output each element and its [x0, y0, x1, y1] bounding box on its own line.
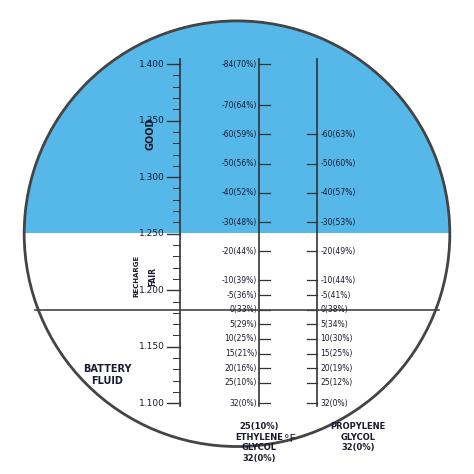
Text: -30(53%): -30(53%) — [320, 218, 356, 227]
Text: GOOD: GOOD — [145, 118, 155, 150]
Text: 5(29%): 5(29%) — [229, 320, 257, 329]
Circle shape — [24, 21, 450, 447]
Text: 20(19%): 20(19%) — [320, 364, 353, 373]
Text: -10(39%): -10(39%) — [222, 276, 257, 285]
Text: 1.250: 1.250 — [139, 229, 165, 238]
Text: -5(36%): -5(36%) — [227, 291, 257, 300]
Text: -50(60%): -50(60%) — [320, 159, 356, 168]
Text: 1.350: 1.350 — [139, 116, 165, 125]
Bar — [24, 234, 450, 310]
Text: 1.400: 1.400 — [139, 60, 165, 69]
Text: 10(30%): 10(30%) — [320, 335, 353, 344]
Text: 1.200: 1.200 — [139, 286, 165, 295]
Text: 25(10%)
ETHYLENE
GLYCOL
32(0%): 25(10%) ETHYLENE GLYCOL 32(0%) — [236, 422, 283, 463]
Text: RECHARGE: RECHARGE — [133, 255, 139, 297]
Text: 10(25%): 10(25%) — [225, 335, 257, 344]
Text: -40(57%): -40(57%) — [320, 188, 356, 197]
Text: -70(64%): -70(64%) — [222, 100, 257, 109]
Text: °F: °F — [284, 434, 296, 444]
Text: FAIR: FAIR — [148, 266, 157, 286]
Text: 0(38%): 0(38%) — [320, 305, 348, 314]
Text: 5(34%): 5(34%) — [320, 320, 348, 329]
Wedge shape — [24, 234, 450, 447]
Text: -60(63%): -60(63%) — [320, 130, 356, 139]
Text: 32(0%): 32(0%) — [320, 399, 348, 408]
Text: -20(49%): -20(49%) — [320, 247, 356, 256]
Text: 1.100: 1.100 — [139, 399, 165, 408]
Text: -40(52%): -40(52%) — [222, 188, 257, 197]
Text: PROPYLENE
GLYCOL
32(0%): PROPYLENE GLYCOL 32(0%) — [330, 422, 385, 452]
Text: BATTERY
FLUID: BATTERY FLUID — [82, 364, 131, 386]
Text: 15(21%): 15(21%) — [225, 349, 257, 358]
Text: -84(70%): -84(70%) — [222, 60, 257, 69]
Text: -30(48%): -30(48%) — [222, 218, 257, 227]
Text: 25(10%): 25(10%) — [225, 378, 257, 387]
Text: -50(56%): -50(56%) — [222, 159, 257, 168]
Text: 32(0%): 32(0%) — [229, 399, 257, 408]
Text: -20(44%): -20(44%) — [222, 247, 257, 256]
FancyBboxPatch shape — [24, 234, 450, 447]
Text: 0(33%): 0(33%) — [229, 305, 257, 314]
Text: 25(12%): 25(12%) — [320, 378, 353, 387]
Text: 1.150: 1.150 — [139, 342, 165, 351]
Text: 1.300: 1.300 — [139, 173, 165, 182]
Text: -60(59%): -60(59%) — [222, 130, 257, 139]
Text: 20(16%): 20(16%) — [225, 364, 257, 373]
Text: -5(41%): -5(41%) — [320, 291, 351, 300]
Text: -10(44%): -10(44%) — [320, 276, 356, 285]
Text: 15(25%): 15(25%) — [320, 349, 353, 358]
